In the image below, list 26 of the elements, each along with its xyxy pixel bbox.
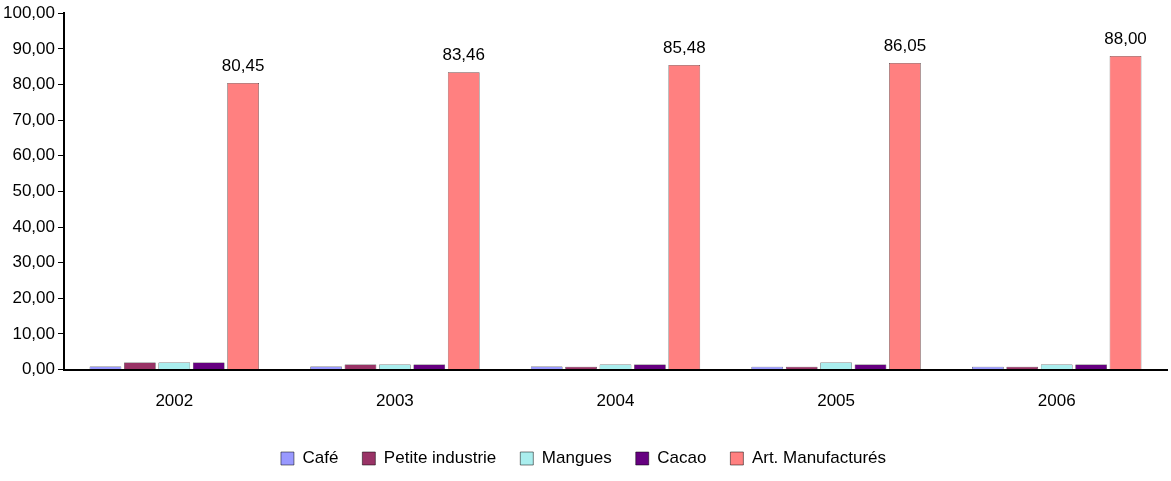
legend-label: Petite industrie — [383, 448, 497, 468]
x-tick-label: 2006 — [1037, 391, 1076, 411]
y-tick-label: 50,00 — [12, 181, 55, 201]
data-label: 83,46 — [442, 45, 485, 65]
data-label: 88,00 — [1104, 29, 1147, 49]
y-tick-label: 60,00 — [12, 145, 55, 165]
legend-label: Mangues — [541, 448, 612, 468]
data-label: 86,05 — [883, 36, 927, 56]
legend-label: Cacao — [657, 448, 707, 468]
y-tick-label: 90,00 — [12, 38, 55, 58]
x-tick-label: 2004 — [596, 391, 635, 411]
x-tick-label: 2003 — [375, 391, 414, 411]
y-tick-label: 0,00 — [21, 359, 55, 379]
legend-label: Café — [302, 448, 339, 468]
y-tick-label: 80,00 — [12, 74, 55, 94]
y-tick-label: 40,00 — [12, 216, 55, 236]
y-tick-label: 10,00 — [12, 323, 55, 343]
y-tick-label: 70,00 — [12, 109, 55, 129]
data-label: 80,45 — [221, 56, 265, 76]
x-tick-label: 2005 — [817, 391, 856, 411]
x-tick-label: 2002 — [155, 391, 194, 411]
legend-label: Art. Manufacturés — [751, 448, 887, 468]
data-label: 85,48 — [663, 38, 706, 58]
y-tick-label: 30,00 — [12, 252, 55, 272]
y-tick-label: 20,00 — [12, 288, 55, 308]
y-tick-label: 100,00 — [3, 2, 55, 22]
